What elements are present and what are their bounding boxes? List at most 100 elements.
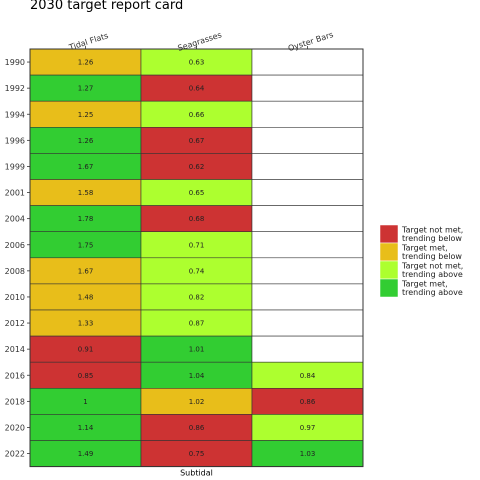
cell-value-label: 1.78 (78, 215, 94, 223)
legend-label: Target not met, trending below (401, 226, 463, 244)
cell-value-label: 0.68 (189, 215, 205, 223)
heatmap-cell (29, 74, 142, 102)
row-tick-label: 2008 (5, 267, 25, 276)
cell-value-label: 1.25 (78, 111, 94, 119)
row-tick-label: 2001 (5, 189, 25, 198)
heatmap-cell (29, 309, 142, 337)
heatmap-cell (29, 414, 142, 441)
row-tick-label: 1992 (5, 84, 25, 93)
heatmap-cell (140, 257, 253, 285)
heatmap-cell (140, 48, 253, 76)
legend-swatch (379, 224, 399, 244)
heatmap-cell (251, 257, 364, 285)
row-tick-label: 1994 (5, 110, 25, 119)
heatmap-cell (140, 74, 253, 102)
row-tick-labels: 1990 1992 1994 1996 1999 2001 2004 2006 2008 2010… (5, 58, 30, 459)
cell-value-label: 0.67 (189, 137, 205, 145)
heatmap-cell (251, 283, 364, 311)
heatmap-cell (140, 440, 253, 467)
heatmap-cell (251, 335, 364, 363)
row-tick-label: 1999 (5, 162, 25, 171)
cell-value-label: 0.62 (189, 163, 205, 171)
heatmap-cell (29, 48, 142, 76)
row-tick-label: 1996 (5, 136, 25, 145)
cell-value-label: 1.33 (78, 320, 94, 328)
cell-value-label: 1.26 (78, 137, 94, 145)
cell-value-label: 0.91 (78, 346, 94, 354)
legend-swatch (379, 260, 399, 280)
cell-value-label: 1.75 (78, 241, 94, 249)
cell-value-label: 1.58 (78, 189, 94, 197)
heatmap-cell (251, 74, 364, 102)
legend-label: Target not met, trending above (401, 262, 463, 280)
chart-title: 2030 target report card (30, 0, 183, 13)
row-tick-label: 2012 (5, 319, 25, 328)
heatmap-cell (140, 100, 253, 128)
cell-value-label: 0.85 (78, 372, 94, 380)
row-tick-label: 2018 (5, 397, 25, 406)
cell-value-label: 1.01 (189, 346, 205, 354)
legend-swatch (379, 278, 399, 298)
cell-value-label: 1.67 (78, 163, 94, 171)
cell-value-label: 0.97 (300, 424, 316, 432)
legend-swatch (379, 242, 399, 262)
row-tick-label: 2022 (5, 450, 25, 459)
cell-value-label: 0.66 (189, 111, 205, 119)
row-tick-label: 1990 (5, 58, 25, 67)
cell-value-label: 1.03 (300, 450, 316, 458)
heatmap-cell (140, 283, 253, 311)
heatmap-cell (251, 48, 364, 76)
row-tick-label: 2014 (5, 345, 25, 354)
legend-label: Target met, trending below (401, 244, 462, 262)
heatmap-cells: 1.26 0.63 1.27 0.64 1.25 0.66 1.26 0.67 1.67 0.62… (29, 48, 364, 467)
row-tick-label: 2010 (5, 293, 25, 302)
cell-value-label: 0.86 (189, 424, 205, 432)
heatmap-cell (251, 153, 364, 180)
heatmap-cell (29, 361, 142, 389)
heatmap-cell (140, 205, 253, 233)
row-tick-label: 2004 (5, 215, 25, 224)
heatmap-cell (140, 387, 253, 415)
cell-value-label: 0.75 (189, 450, 205, 458)
heatmap-cell (251, 179, 364, 206)
heatmap-cell (140, 127, 253, 154)
legend-label: Target met, trending above (401, 280, 463, 298)
cell-value-label: 0.84 (300, 372, 316, 380)
cell-value-label: 1.26 (78, 59, 94, 67)
heatmap-cell (251, 231, 364, 259)
heatmap-cell (251, 100, 364, 128)
row-tick-label: 2016 (5, 371, 25, 380)
cell-value-label: 0.74 (189, 267, 205, 275)
cell-value-label: 1.04 (189, 372, 205, 380)
heatmap-cell (251, 440, 364, 467)
heatmap-cell (140, 153, 253, 180)
row-tick-label: 2006 (5, 241, 25, 250)
panel-border (29, 48, 364, 468)
cell-value-label: 0.65 (189, 189, 205, 197)
cell-value-label: 0.64 (189, 85, 205, 93)
heatmap-cell (29, 283, 142, 311)
cell-value-label: 1.49 (78, 450, 94, 458)
row-tick-label: 2020 (5, 423, 25, 432)
heatmap-cell (140, 309, 253, 337)
heatmap-cell (140, 179, 253, 206)
cell-value-label: 0.87 (189, 320, 205, 328)
cell-value-label: 1.67 (78, 267, 94, 275)
cell-value-label: 1.27 (78, 85, 94, 93)
heatmap-cell (251, 205, 364, 233)
heatmap-cell (251, 309, 364, 337)
cell-value-label: 0.82 (189, 293, 205, 301)
cell-value-label: 1.02 (189, 398, 205, 406)
cell-value-label: 1.48 (78, 293, 94, 301)
heatmap-cell (29, 335, 142, 363)
heatmap-cell (251, 361, 364, 389)
heatmap-cell (29, 387, 142, 415)
cell-value-label: 1 (83, 398, 87, 406)
heatmap-cell (251, 127, 364, 154)
cell-value-label: 0.71 (189, 241, 205, 249)
heatmap-cell (140, 231, 253, 259)
cell-value-label: 1.14 (78, 424, 94, 432)
cell-value-label: 0.63 (189, 59, 205, 67)
